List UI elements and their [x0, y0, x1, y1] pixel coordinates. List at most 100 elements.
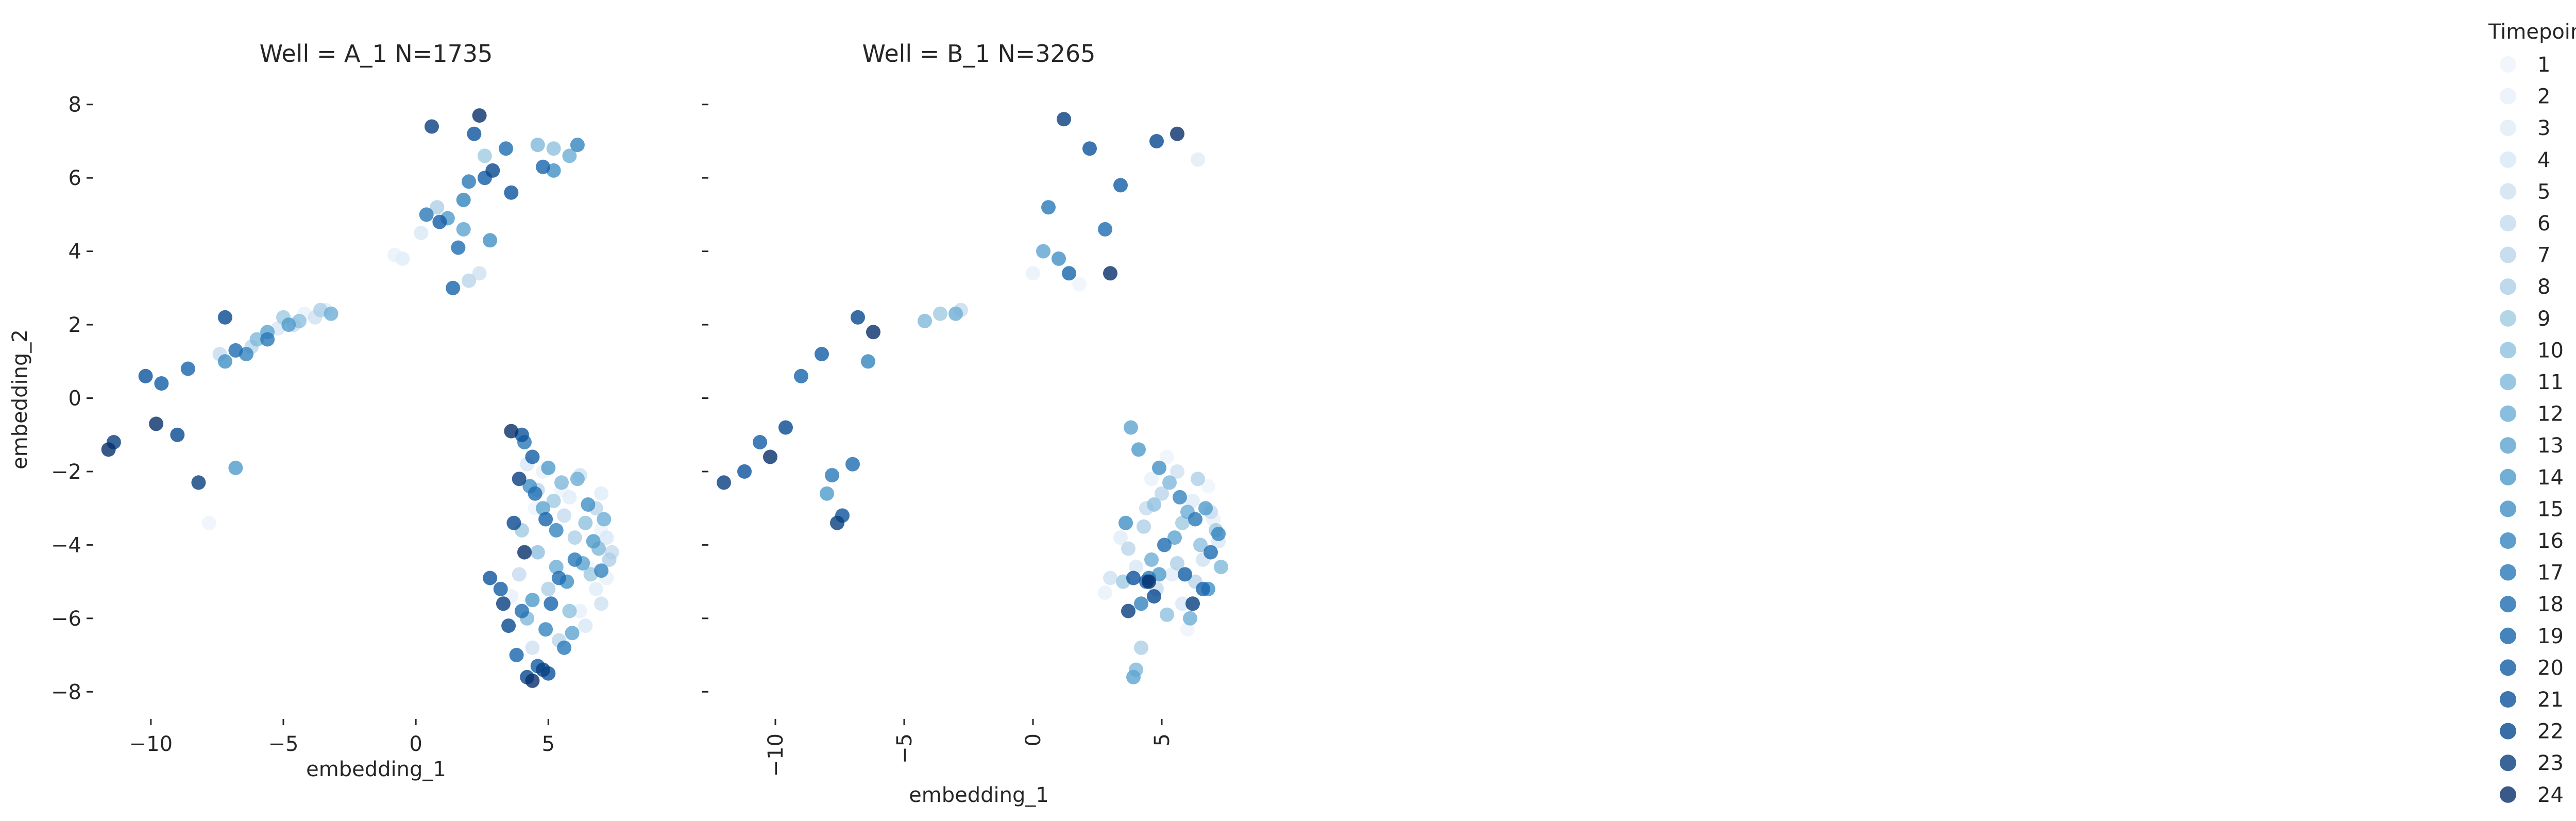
xtick-label: 0: [1022, 733, 1045, 746]
panel-a1-ylabel: embedding_2: [8, 329, 32, 470]
legend-label-3: 3: [2537, 116, 2550, 140]
point-t1-0: [1160, 449, 1174, 464]
legend-marker-10: [2500, 342, 2516, 359]
point-t2-2: [1098, 585, 1112, 600]
point-t22-1: [501, 618, 516, 633]
point-t24-2: [525, 673, 540, 688]
legend-marker-14: [2500, 468, 2516, 485]
legend-marker-13: [2500, 437, 2516, 454]
point-t18-5: [499, 141, 513, 156]
point-t5-3: [472, 266, 487, 281]
point-t24-2: [866, 325, 880, 340]
legend-label-10: 10: [2537, 339, 2564, 362]
point-t18-2: [514, 604, 529, 618]
point-t19-5: [536, 159, 550, 174]
point-t13-0: [1124, 420, 1138, 435]
point-t3-3: [1191, 152, 1205, 167]
legend-marker-6: [2500, 215, 2516, 231]
legend-marker-17: [2500, 564, 2516, 581]
point-t18-4: [451, 240, 466, 255]
point-t19-2: [509, 648, 524, 662]
panel-b1-xaxis: −10 −5 0 5: [764, 719, 1174, 777]
point-t13-1: [1167, 530, 1182, 545]
point-t6-2: [512, 567, 527, 582]
legend-marker-22: [2500, 723, 2516, 740]
legend-label-16: 16: [2537, 529, 2564, 553]
ytick-label: 2: [69, 313, 81, 337]
point-t7-3: [462, 273, 476, 288]
point-t20-0: [1178, 567, 1192, 582]
legend-marker-21: [2500, 691, 2516, 708]
point-t3-0: [1185, 493, 1200, 508]
legend-marker-3: [2500, 120, 2516, 137]
legend-marker-7: [2500, 246, 2516, 263]
legend-label-23: 23: [2537, 751, 2564, 775]
point-t1-1: [1201, 479, 1215, 494]
point-t17-4: [419, 207, 434, 222]
point-t21-0: [1126, 571, 1141, 585]
ytick-label: 8: [69, 93, 81, 117]
point-t23-3: [830, 515, 844, 530]
point-t17-3: [825, 468, 839, 483]
ytick-label: 4: [69, 240, 81, 264]
legend-label-4: 4: [2537, 148, 2550, 172]
ytick-label: −8: [51, 680, 81, 704]
point-t13-2: [1126, 669, 1141, 684]
point-t23-4: [1057, 112, 1071, 127]
point-t11-1: [1214, 560, 1228, 575]
point-t16-0: [549, 523, 564, 538]
point-t9-0: [1175, 515, 1190, 530]
point-t11-3: [249, 332, 264, 347]
point-t22-2: [851, 310, 865, 325]
point-t18-3: [1098, 222, 1112, 237]
point-t3-0: [562, 490, 577, 505]
xtick-label: 0: [409, 732, 422, 756]
point-t5-2: [594, 596, 609, 611]
point-t17-0: [1188, 512, 1202, 527]
point-t23-1: [1185, 596, 1200, 611]
point-t24-5: [472, 108, 487, 123]
point-t18-2: [845, 457, 860, 472]
point-t24-0: [1142, 574, 1156, 589]
point-t11-0: [1162, 475, 1177, 490]
legend-marker-19: [2500, 627, 2516, 644]
legend-title: Timepoint: [2488, 20, 2576, 44]
point-t8-2: [602, 552, 617, 567]
point-t9-0: [546, 493, 561, 508]
point-t13-0: [536, 501, 550, 516]
legend-marker-11: [2500, 374, 2516, 390]
point-t18-1: [1157, 538, 1172, 552]
point-t22-3: [170, 427, 185, 442]
legend-label-20: 20: [2537, 656, 2564, 680]
legend-marker-24: [2500, 786, 2516, 803]
point-t18-3: [228, 343, 243, 358]
legend-marker-20: [2500, 659, 2516, 676]
point-t16-1: [594, 563, 609, 578]
point-t17-1: [567, 552, 582, 567]
legend-label-17: 17: [2537, 561, 2564, 585]
point-t11-3: [918, 313, 932, 328]
point-t5-1: [525, 640, 540, 655]
xtick-label: −5: [268, 732, 299, 756]
point-t24-0: [504, 424, 519, 439]
panel-b1-title: Well = B_1 N=3265: [862, 40, 1096, 68]
point-t20-2: [815, 347, 829, 361]
point-t19-1: [544, 596, 558, 611]
point-t18-0: [1204, 545, 1218, 560]
point-t3-2: [588, 581, 603, 596]
legend-marker-1: [2500, 56, 2516, 73]
legend-marker-23: [2500, 755, 2516, 772]
point-t14-2: [525, 593, 540, 608]
point-t15-1: [581, 497, 596, 512]
point-t16-4: [570, 138, 585, 153]
ytick-label: 0: [69, 387, 81, 411]
point-t10-1: [562, 604, 577, 618]
ytick-label: −6: [51, 607, 81, 631]
point-t22-4: [217, 310, 232, 325]
xtick-label: 5: [542, 732, 555, 756]
legend-label-11: 11: [2537, 371, 2564, 394]
point-t12-2: [549, 560, 564, 575]
point-t17-2: [557, 640, 572, 655]
point-t17-3: [260, 332, 275, 347]
point-t3-1: [594, 486, 609, 501]
